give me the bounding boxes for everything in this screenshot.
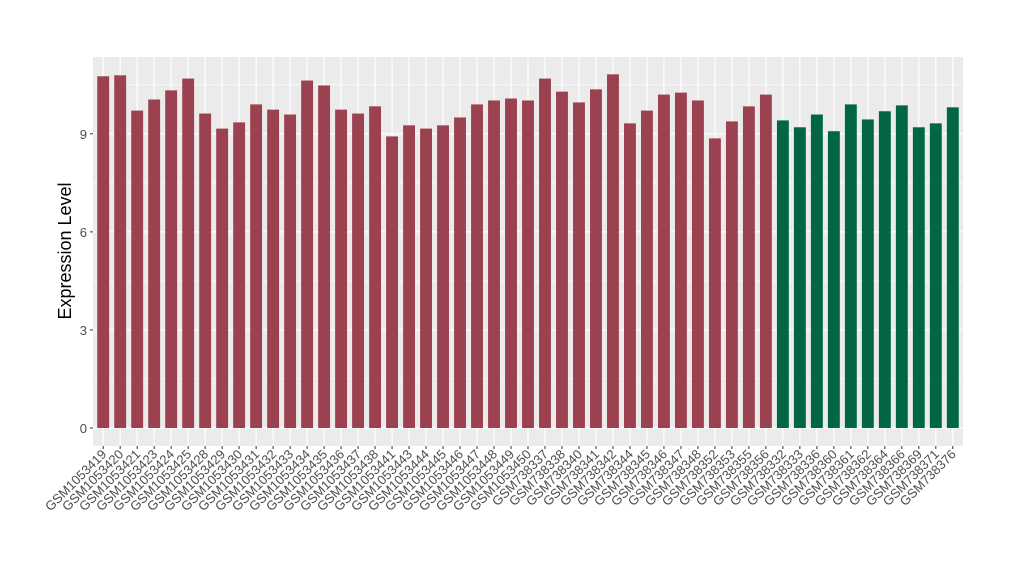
- bar-GSM738366: [895, 105, 908, 429]
- bar-GSM1053432: [267, 109, 280, 429]
- bar-GSM1053443: [403, 125, 416, 429]
- bar-GSM738356: [759, 94, 772, 429]
- y-axis-label: Expression Level: [55, 182, 75, 319]
- bar-GSM1053446: [454, 117, 466, 429]
- bars: [97, 74, 959, 429]
- bar-GSM1053436: [335, 109, 348, 429]
- bar-GSM738371: [929, 123, 942, 429]
- bar-GSM738332: [776, 120, 789, 429]
- bar-GSM738345: [640, 110, 653, 429]
- bar-GSM1053449: [505, 98, 517, 429]
- bar-GSM1053445: [437, 125, 449, 429]
- bar-GSM738344: [624, 123, 636, 429]
- bar-GSM1053431: [250, 104, 263, 429]
- bar-GSM738347: [674, 92, 687, 429]
- bar-GSM738360: [827, 131, 840, 429]
- bar-GSM1053441: [386, 136, 399, 429]
- y-tick-label: 3: [80, 323, 87, 338]
- bar-GSM738362: [861, 119, 874, 429]
- bar-GSM738369: [912, 127, 925, 429]
- bar-GSM1053438: [369, 106, 382, 429]
- bar-GSM1053425: [182, 78, 195, 429]
- bar-GSM1053433: [284, 114, 297, 429]
- bar-GSM1053429: [216, 128, 229, 429]
- bar-GSM1053444: [420, 128, 432, 429]
- bar-GSM1053435: [318, 85, 331, 429]
- bar-GSM1053437: [352, 113, 365, 429]
- bar-GSM1053447: [471, 104, 483, 429]
- bar-GSM738361: [844, 104, 857, 429]
- bar-GSM1053420: [114, 75, 127, 429]
- bar-GSM738337: [539, 78, 551, 429]
- bar-GSM738353: [725, 121, 738, 429]
- y-axis: 0 3 6 9: [80, 127, 93, 436]
- bar-GSM738376: [946, 107, 959, 429]
- bar-GSM1053450: [522, 100, 534, 429]
- y-tick-label: 6: [80, 225, 87, 240]
- bar-GSM738341: [590, 89, 602, 429]
- bar-GSM1053419: [97, 76, 110, 429]
- bar-GSM738336: [810, 114, 823, 429]
- bar-GSM1053421: [131, 110, 144, 429]
- bar-GSM738364: [878, 111, 891, 429]
- bar-GSM1053430: [233, 122, 246, 429]
- bar-GSM738355: [742, 106, 755, 429]
- bar-GSM1053423: [148, 99, 161, 429]
- bar-GSM1053448: [488, 100, 500, 429]
- y-tick-label: 0: [80, 421, 87, 436]
- x-axis: GSM1053419GSM1053420GSM1053421GSM1053423…: [42, 446, 959, 514]
- bar-GSM738333: [793, 127, 806, 429]
- bar-GSM1053434: [301, 80, 314, 429]
- bar-GSM738348: [691, 100, 704, 429]
- bar-GSM738352: [708, 138, 721, 429]
- bar-GSM1053424: [165, 90, 178, 429]
- bar-GSM738342: [607, 74, 619, 429]
- bar-GSM738338: [556, 91, 568, 429]
- y-tick-label: 9: [80, 127, 87, 142]
- bar-GSM738346: [657, 94, 670, 429]
- bar-GSM1053428: [199, 113, 212, 429]
- bar-GSM738340: [573, 102, 585, 429]
